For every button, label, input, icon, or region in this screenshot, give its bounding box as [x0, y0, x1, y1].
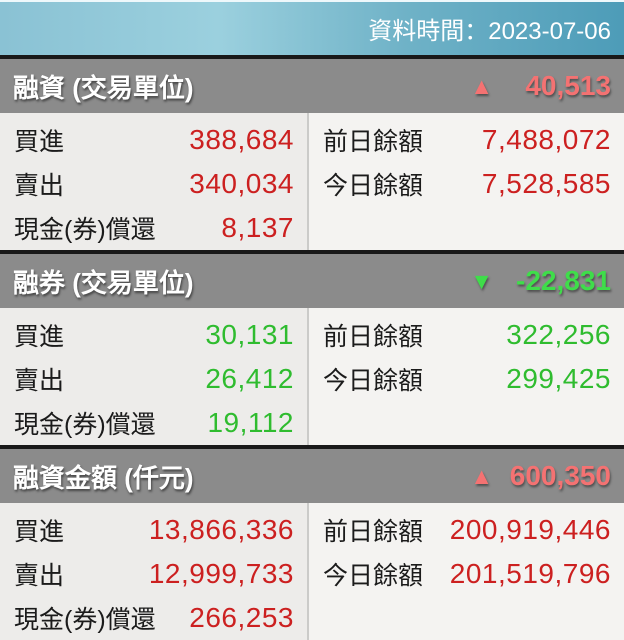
right-column: 前日餘額 322,256 今日餘額 299,425: [309, 308, 624, 445]
row-label: 前日餘額: [323, 518, 424, 546]
row-label: 賣出: [14, 367, 65, 395]
row-label: 前日餘額: [323, 323, 424, 351]
topbar: 資料時間：2023-07-06: [0, 0, 624, 55]
row-value: 201,519,796: [449, 558, 611, 589]
row-value: 388,684: [189, 124, 294, 155]
section-change-value: 40,513: [525, 70, 611, 101]
row-value: 13,866,336: [148, 514, 294, 545]
left-column: 買進 13,866,336 賣出 12,999,733 現金(券)償還 266,…: [0, 503, 309, 640]
section-title: 融券 (交易單位): [13, 267, 194, 298]
table-row: 現金(券)償還 8,137: [0, 206, 307, 250]
row-label: 今日餘額: [323, 367, 424, 395]
section-title: 融資金額 (仟元): [13, 462, 194, 493]
table-row: 現金(券)償還 19,112: [0, 401, 307, 445]
table-row: 賣出 26,412: [0, 357, 307, 401]
row-label: 現金(券)償還: [14, 411, 156, 439]
row-label: 現金(券)償還: [14, 216, 156, 244]
table-row: 前日餘額 200,919,446: [309, 508, 624, 552]
table-row: 今日餘額 201,519,796: [309, 552, 624, 596]
row-label: 賣出: [14, 172, 65, 200]
section-divider: [0, 445, 624, 449]
section-body-margin-purchase: 買進 388,684 賣出 340,034 現金(券)償還 8,137 前日餘額…: [0, 113, 624, 250]
left-column: 買進 30,131 賣出 26,412 現金(券)償還 19,112: [0, 308, 309, 445]
down-triangle-icon: ▼: [470, 267, 493, 294]
section-title: 融資 (交易單位): [13, 72, 194, 103]
section-body-margin-amount: 買進 13,866,336 賣出 12,999,733 現金(券)償還 266,…: [0, 503, 624, 640]
right-column: 前日餘額 200,919,446 今日餘額 201,519,796: [309, 503, 624, 640]
table-row: 現金(券)償還 266,253: [0, 596, 307, 640]
row-value: 340,034: [189, 168, 294, 199]
table-row: 前日餘額 322,256: [309, 313, 624, 357]
table-row: 今日餘額 7,528,585: [309, 162, 624, 206]
row-label: 前日餘額: [323, 128, 424, 156]
section-header-margin-amount: 融資金額 (仟元) ▲ 600,350: [0, 449, 624, 503]
left-column: 買進 388,684 賣出 340,034 現金(券)償還 8,137: [0, 113, 309, 250]
row-value: 200,919,446: [449, 514, 611, 545]
table-row: 買進 30,131: [0, 313, 307, 357]
table-row: 買進 388,684: [0, 118, 307, 162]
row-value: 30,131: [205, 319, 294, 350]
row-value: 26,412: [205, 363, 294, 394]
row-label: 今日餘額: [323, 562, 424, 590]
table-row: 賣出 340,034: [0, 162, 307, 206]
table-row: 買進 13,866,336: [0, 508, 307, 552]
table-row: 前日餘額 7,488,072: [309, 118, 624, 162]
row-value: 7,528,585: [481, 168, 611, 199]
up-triangle-icon: ▲: [470, 462, 493, 489]
section-change-value: 600,350: [509, 460, 611, 491]
row-value: 299,425: [506, 363, 611, 394]
row-value: 322,256: [506, 319, 611, 350]
row-label: 買進: [14, 323, 65, 351]
section-header-short-sale: 融券 (交易單位) ▼ -22,831: [0, 254, 624, 308]
section-header-margin-purchase: 融資 (交易單位) ▲ 40,513: [0, 59, 624, 113]
section-change-value: -22,831: [516, 265, 611, 296]
row-label: 買進: [14, 128, 65, 156]
row-value: 8,137: [221, 212, 294, 243]
table-row: 賣出 12,999,733: [0, 552, 307, 596]
row-value: 19,112: [207, 407, 294, 438]
row-value: 266,253: [189, 602, 294, 633]
row-label: 現金(券)償還: [14, 606, 156, 634]
section-divider: [0, 250, 624, 254]
right-column: 前日餘額 7,488,072 今日餘額 7,528,585: [309, 113, 624, 250]
row-label: 賣出: [14, 562, 65, 590]
section-body-short-sale: 買進 30,131 賣出 26,412 現金(券)償還 19,112 前日餘額 …: [0, 308, 624, 445]
row-label: 今日餘額: [323, 172, 424, 200]
section-divider: [0, 55, 624, 59]
row-label: 買進: [14, 518, 65, 546]
table-row: 今日餘額 299,425: [309, 357, 624, 401]
up-triangle-icon: ▲: [470, 72, 493, 99]
row-value: 12,999,733: [148, 558, 294, 589]
row-value: 7,488,072: [481, 124, 611, 155]
data-time-label: 資料時間：2023-07-06: [368, 18, 611, 45]
